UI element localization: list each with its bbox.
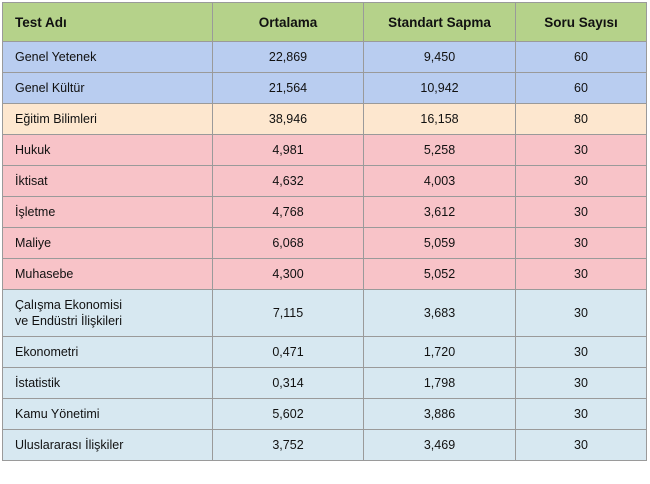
std-dev-cell: 3,886 (363, 398, 516, 430)
test-name-line: Eğitim Bilimleri (15, 112, 97, 126)
test-name-cell: Eğitim Bilimleri (2, 103, 213, 135)
question-count-cell: 30 (515, 258, 647, 290)
table-row: Eğitim Bilimleri 38,946 16,158 80 (2, 103, 647, 135)
std-dev-cell: 3,612 (363, 196, 516, 228)
std-dev-cell: 1,720 (363, 336, 516, 368)
question-count-cell: 30 (515, 134, 647, 166)
mean-cell: 4,768 (212, 196, 364, 228)
header-row: Test Adı Ortalama Standart Sapma Soru Sa… (2, 2, 647, 42)
test-name-cell: Muhasebe (2, 258, 213, 290)
mean-cell: 3,752 (212, 429, 364, 461)
mean-cell: 4,981 (212, 134, 364, 166)
table-row: Genel Yetenek 22,869 9,450 60 (2, 41, 647, 73)
test-name-cell: Uluslararası İlişkiler (2, 429, 213, 461)
test-name-cell: Ekonometri (2, 336, 213, 368)
table-row: Maliye 6,068 5,059 30 (2, 227, 647, 259)
table-row: Çalışma Ekonomisi ve Endüstri İlişkileri 7… (2, 289, 647, 337)
table-row: İktisat 4,632 4,003 30 (2, 165, 647, 197)
test-name-cell: İstatistik (2, 367, 213, 399)
table-row: İşletme 4,768 3,612 30 (2, 196, 647, 228)
question-count-cell: 60 (515, 41, 647, 73)
question-count-cell: 30 (515, 165, 647, 197)
mean-cell: 4,300 (212, 258, 364, 290)
question-count-cell: 60 (515, 72, 647, 104)
mean-cell: 0,471 (212, 336, 364, 368)
test-name-line: Hukuk (15, 143, 51, 157)
mean-cell: 22,869 (212, 41, 364, 73)
test-name-cell: İktisat (2, 165, 213, 197)
std-dev-cell: 9,450 (363, 41, 516, 73)
test-name-line: Çalışma Ekonomisi (15, 298, 122, 312)
mean-cell: 4,632 (212, 165, 364, 197)
question-count-cell: 30 (515, 196, 647, 228)
std-dev-cell: 10,942 (363, 72, 516, 104)
table-row: Uluslararası İlişkiler 3,752 3,469 30 (2, 429, 647, 461)
mean-cell: 7,115 (212, 289, 364, 337)
std-dev-cell: 4,003 (363, 165, 516, 197)
std-dev-cell: 3,683 (363, 289, 516, 337)
test-name-cell: Maliye (2, 227, 213, 259)
table-row: Genel Kültür 21,564 10,942 60 (2, 72, 647, 104)
table-row: İstatistik 0,314 1,798 30 (2, 367, 647, 399)
std-dev-cell: 3,469 (363, 429, 516, 461)
test-name-line: İstatistik (15, 376, 61, 390)
std-dev-cell: 16,158 (363, 103, 516, 135)
header-std-dev: Standart Sapma (363, 2, 516, 42)
test-name-cell: Hukuk (2, 134, 213, 166)
std-dev-cell: 5,059 (363, 227, 516, 259)
test-name-cell: Çalışma Ekonomisi ve Endüstri İlişkileri (2, 289, 213, 337)
test-name-line: Maliye (15, 236, 52, 250)
test-name-line: Kamu Yönetimi (15, 407, 100, 421)
test-name-cell: İşletme (2, 196, 213, 228)
test-name-cell: Genel Kültür (2, 72, 213, 104)
question-count-cell: 30 (515, 429, 647, 461)
test-name-line: Muhasebe (15, 267, 74, 281)
question-count-cell: 30 (515, 227, 647, 259)
test-name-line: Genel Yetenek (15, 50, 97, 64)
mean-cell: 0,314 (212, 367, 364, 399)
question-count-cell: 30 (515, 398, 647, 430)
question-count-cell: 80 (515, 103, 647, 135)
std-dev-cell: 5,258 (363, 134, 516, 166)
mean-cell: 5,602 (212, 398, 364, 430)
table-row: Hukuk 4,981 5,258 30 (2, 134, 647, 166)
test-name-line: İşletme (15, 205, 56, 219)
table-row: Muhasebe 4,300 5,052 30 (2, 258, 647, 290)
test-stats-table: Test Adı Ortalama Standart Sapma Soru Sa… (2, 2, 647, 461)
std-dev-cell: 1,798 (363, 367, 516, 399)
table-body: Genel Yetenek 22,869 9,450 60 Genel Kültür 21… (2, 41, 647, 461)
question-count-cell: 30 (515, 367, 647, 399)
test-name-cell: Kamu Yönetimi (2, 398, 213, 430)
test-name-line: Ekonometri (15, 345, 79, 359)
test-name-line: İktisat (15, 174, 48, 188)
test-name-line: Genel Kültür (15, 81, 85, 95)
mean-cell: 6,068 (212, 227, 364, 259)
header-question-count: Soru Sayısı (515, 2, 647, 42)
table-row: Ekonometri 0,471 1,720 30 (2, 336, 647, 368)
header-mean: Ortalama (212, 2, 364, 42)
test-name-line: Uluslararası İlişkiler (15, 438, 124, 452)
table-row: Kamu Yönetimi 5,602 3,886 30 (2, 398, 647, 430)
test-name-line: ve Endüstri İlişkileri (15, 314, 122, 328)
test-name-cell: Genel Yetenek (2, 41, 213, 73)
question-count-cell: 30 (515, 336, 647, 368)
mean-cell: 21,564 (212, 72, 364, 104)
mean-cell: 38,946 (212, 103, 364, 135)
std-dev-cell: 5,052 (363, 258, 516, 290)
header-test-name: Test Adı (2, 2, 213, 42)
question-count-cell: 30 (515, 289, 647, 337)
